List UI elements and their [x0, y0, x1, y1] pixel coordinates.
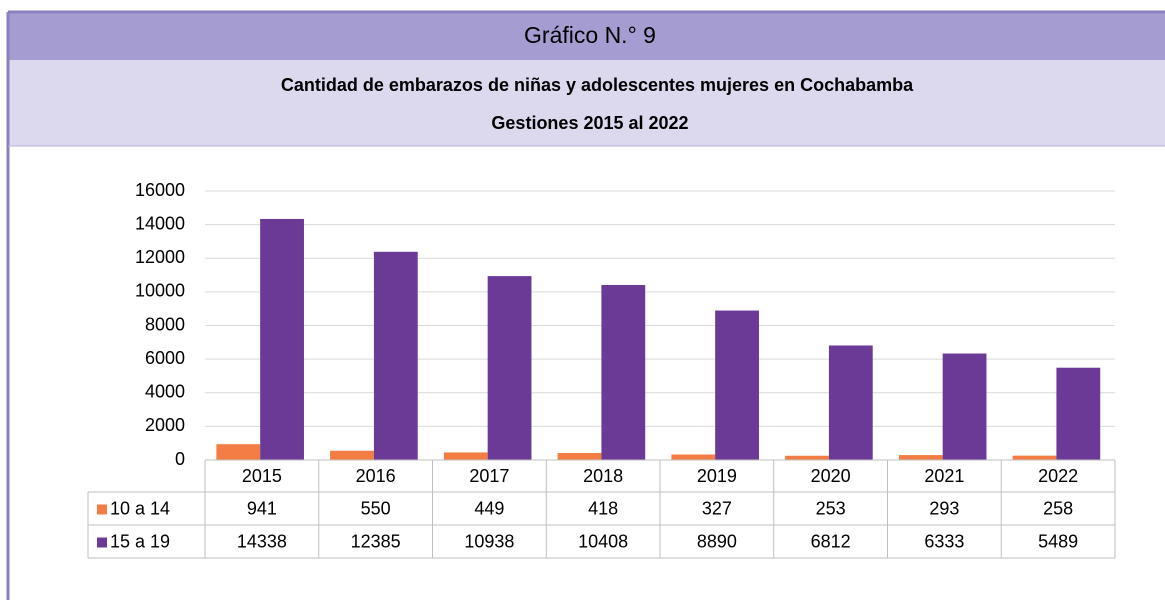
bar [373, 251, 418, 460]
bar [1056, 367, 1101, 460]
chart-subtitle: Gestiones 2015 al 2022 [491, 113, 688, 133]
x-tick-label: 2020 [811, 466, 851, 486]
bar [557, 452, 602, 460]
y-tick-label: 16000 [135, 180, 185, 200]
title-band [8, 12, 1165, 60]
table-value: 6333 [924, 531, 964, 551]
table-value: 418 [588, 498, 618, 518]
x-tick-label: 2022 [1038, 466, 1078, 486]
y-tick-label: 10000 [135, 281, 185, 301]
bar [942, 353, 987, 460]
legend-key [97, 537, 107, 548]
table-value: 5489 [1038, 531, 1078, 551]
table-value: 253 [816, 498, 846, 518]
bar [330, 450, 374, 460]
x-tick-label: 2017 [469, 466, 509, 486]
x-tick-label: 2019 [697, 466, 737, 486]
bar [443, 452, 488, 460]
y-tick-label: 2000 [145, 415, 185, 435]
legend-label: 15 a 19 [110, 531, 170, 551]
x-tick-label: 2021 [924, 466, 964, 486]
table-value: 10408 [578, 531, 628, 551]
table-value: 550 [361, 498, 391, 518]
table-value: 941 [247, 498, 277, 518]
bar [487, 276, 532, 460]
table-value: 12385 [351, 531, 401, 551]
bar [828, 345, 873, 460]
bar [216, 444, 261, 460]
y-tick-label: 14000 [135, 213, 185, 233]
bar [785, 455, 829, 460]
table-value: 293 [929, 498, 959, 518]
y-tick-label: 0 [175, 449, 185, 469]
y-tick-label: 4000 [145, 382, 185, 402]
chart-subtitle: Cantidad de embarazos de niñas y adolesc… [281, 75, 914, 95]
legend-label: 10 a 14 [110, 498, 170, 518]
table-value: 10938 [464, 531, 514, 551]
y-tick-label: 6000 [145, 348, 185, 368]
table-value: 449 [474, 498, 504, 518]
table-value: 6812 [811, 531, 851, 551]
y-tick-label: 12000 [135, 247, 185, 267]
bar [671, 454, 716, 460]
legend-key [97, 504, 107, 515]
table-value: 14338 [237, 531, 287, 551]
y-tick-label: 8000 [145, 314, 185, 334]
x-tick-label: 2015 [242, 466, 282, 486]
table-value: 258 [1043, 498, 1073, 518]
chart-title: Gráfico N.° 9 [524, 22, 656, 48]
table-value: 8890 [697, 531, 737, 551]
bar [601, 285, 646, 460]
subtitle-band [8, 60, 1165, 146]
x-tick-label: 2016 [356, 466, 396, 486]
bar [1012, 455, 1057, 460]
bar [260, 218, 304, 460]
bar [898, 455, 943, 460]
table-value: 327 [702, 498, 732, 518]
x-tick-label: 2018 [583, 466, 623, 486]
bar [715, 310, 759, 460]
